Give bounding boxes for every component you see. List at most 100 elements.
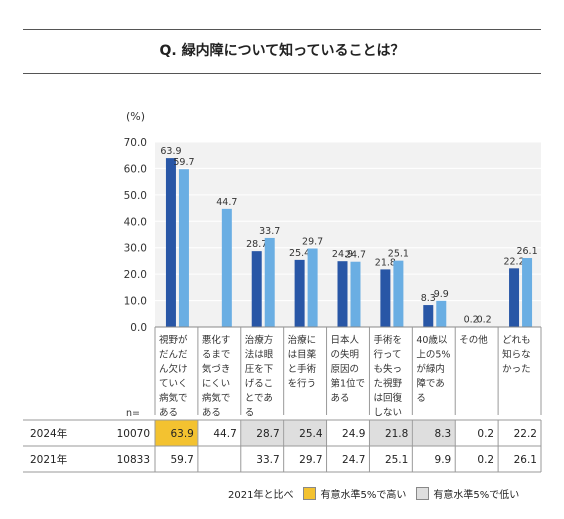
- y-tick-label: 20.0: [124, 269, 147, 281]
- bar-value-label: 33.7: [259, 226, 280, 237]
- bar-2021: [264, 237, 275, 327]
- x-tick-label: その他: [459, 334, 488, 346]
- bar-value-label: 29.7: [302, 237, 323, 248]
- bar-value-label: 25.1: [388, 249, 409, 260]
- legend-high-label: 有意水準5%で高い: [320, 490, 407, 501]
- x-tick-label: は回復: [373, 392, 402, 404]
- x-tick-label: るまで: [202, 350, 231, 361]
- table-cell-value: 21.8: [385, 428, 408, 440]
- table-cell-value: 25.4: [299, 428, 323, 440]
- plot-area: [155, 142, 541, 327]
- bar-2024: [423, 305, 434, 327]
- bar-value-label: 24.7: [345, 250, 366, 261]
- table-row-n: 10833: [117, 454, 150, 466]
- x-tick-label: 上の5%: [416, 350, 450, 361]
- x-tick-label: 病気で: [202, 392, 231, 404]
- significance-cell: [412, 420, 455, 446]
- bar-value-label: 26.1: [516, 246, 537, 257]
- significance-cell: [369, 420, 412, 446]
- table-cell-value: 25.1: [385, 454, 408, 466]
- x-tick-label: ある: [159, 408, 178, 419]
- significance-cell: [284, 420, 327, 446]
- x-tick-label: 圧を下: [245, 364, 274, 375]
- chart-title: Q. 緑内障について知っていることは？: [159, 43, 405, 59]
- y-tick-label: 70.0: [124, 137, 147, 149]
- bar-2024: [251, 251, 262, 327]
- x-tick-label: にくい: [202, 379, 230, 390]
- x-tick-label: 視野が: [159, 334, 188, 346]
- x-tick-label: とであ: [245, 393, 273, 404]
- bar-value-label: 21.8: [375, 257, 396, 268]
- x-tick-label: げるこ: [245, 379, 274, 390]
- bar-value-label: 0.2: [477, 314, 492, 325]
- bar-value-label: 63.9: [160, 146, 181, 157]
- x-tick-label: 悪化す: [202, 334, 231, 346]
- legend-low-swatch: [416, 487, 430, 500]
- x-tick-label: が緑内: [416, 363, 445, 375]
- table-cell-value: 33.7: [256, 454, 279, 466]
- table-cell-value: 24.7: [342, 454, 365, 466]
- bar-value-label: 28.7: [246, 239, 267, 250]
- bar-2021: [221, 208, 232, 327]
- x-tick-label: しない: [373, 408, 402, 419]
- y-tick-label: 30.0: [124, 243, 147, 255]
- table-cell-value: 28.7: [256, 428, 279, 440]
- table-row-label: 2021年: [30, 453, 67, 466]
- bar-value-label: 59.7: [173, 157, 194, 168]
- y-tick-label: 40.0: [124, 216, 147, 228]
- legend-high-swatch: [303, 487, 317, 500]
- bar-value-label: 22.2: [503, 256, 524, 267]
- x-tick-label: も失っ: [373, 363, 402, 375]
- x-tick-label: は目薬: [288, 349, 317, 361]
- bar-2024: [509, 268, 520, 327]
- x-tick-label: 法は眼: [245, 349, 274, 361]
- y-tick-label: 60.0: [124, 163, 147, 175]
- legend-compare-label: 2021年と比べ: [228, 490, 294, 501]
- bar-2021: [307, 248, 318, 327]
- x-tick-label: る: [245, 408, 255, 419]
- bar-2021: [178, 169, 189, 327]
- x-tick-label: の失明: [331, 349, 360, 361]
- bar-2021: [522, 258, 533, 327]
- bar-value-label: 44.7: [216, 197, 237, 208]
- x-tick-label: を行う: [288, 378, 317, 390]
- x-tick-label: 治療方: [245, 334, 274, 346]
- significance-cell: [241, 420, 284, 446]
- table-cell-value: 29.7: [299, 454, 322, 466]
- n-label: n=: [126, 408, 140, 419]
- bar-2021: [350, 261, 361, 327]
- bar-value-label: 25.4: [289, 248, 310, 259]
- table-row-n: 10070: [117, 428, 150, 440]
- table-cell-value: 9.9: [435, 454, 452, 466]
- x-tick-label: ん欠け: [159, 363, 188, 375]
- x-tick-label: だんだ: [159, 350, 188, 361]
- y-tick-label: 50.0: [124, 190, 147, 202]
- bar-2021: [393, 260, 404, 327]
- x-tick-label: 40歳以: [416, 334, 448, 346]
- x-tick-label: ていく: [159, 379, 188, 390]
- title-bottom-rule: [23, 73, 541, 74]
- legend-low-label: 有意水準5%で低い: [433, 490, 520, 501]
- table-cell-value: 24.9: [342, 428, 365, 440]
- x-tick-label: 知らな: [502, 349, 531, 361]
- x-tick-label: ある: [202, 408, 221, 419]
- table-cell-value: 59.7: [170, 454, 193, 466]
- table-cell-value: 22.2: [514, 428, 537, 440]
- x-tick-label: た視野: [373, 378, 402, 390]
- bar-2024: [380, 269, 391, 327]
- top-rule: [23, 29, 541, 30]
- table-cell-value: 44.7: [213, 428, 236, 440]
- x-tick-label: 気づき: [202, 363, 231, 375]
- bar-value-label: 8.3: [421, 293, 436, 304]
- x-tick-label: 治療に: [288, 334, 317, 346]
- table-cell-value: 26.1: [514, 454, 537, 466]
- table-cell-value: 0.2: [477, 454, 494, 466]
- x-tick-label: 原因の: [331, 364, 360, 375]
- table-cell-value: 63.9: [170, 428, 193, 440]
- x-tick-label: 行って: [373, 349, 401, 361]
- bar-2021: [436, 300, 447, 327]
- x-tick-label: どれも: [502, 335, 531, 346]
- bar-value-label: 9.9: [434, 289, 449, 300]
- table-cell-value: 8.3: [435, 428, 452, 440]
- x-tick-label: 障であ: [416, 378, 444, 390]
